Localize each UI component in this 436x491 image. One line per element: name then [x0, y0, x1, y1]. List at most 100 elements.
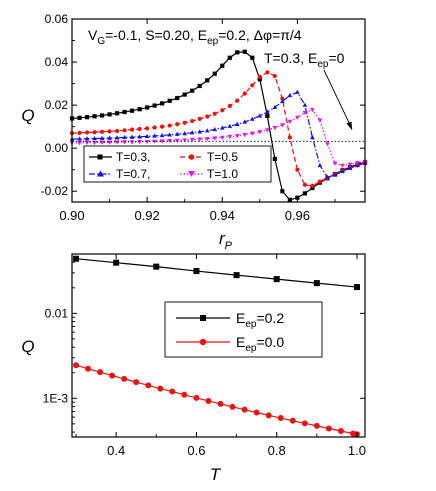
marker-circle — [229, 403, 236, 410]
series-2 — [69, 89, 368, 179]
marker-triangle-up — [340, 168, 345, 174]
y-tick-label: 1E-3 — [43, 391, 69, 405]
marker-circle — [130, 127, 135, 132]
series-line — [71, 51, 366, 201]
marker-triangle-down — [212, 136, 218, 141]
top-params-line: VG=-0.1, S=0.20, Eep=0.2, Δφ=π/4 — [88, 27, 302, 47]
marker-circle — [121, 375, 128, 382]
marker-circle — [97, 369, 104, 376]
marker-triangle-up — [295, 89, 300, 94]
legend-marker-circle — [188, 154, 195, 160]
marker-triangle-down — [197, 137, 203, 142]
marker-square — [114, 111, 120, 116]
marker-square — [235, 50, 240, 55]
marker-square — [107, 112, 112, 117]
marker-square — [310, 185, 315, 191]
top-ticks: 0.90 0.92 0.94 0.96 -0.02 0.00 0.02 0.04 0.06 — [41, 12, 365, 223]
marker-circle — [250, 83, 255, 88]
marker-triangle-up — [204, 128, 210, 133]
marker-triangle-up — [310, 134, 315, 140]
marker-triangle-down — [129, 140, 135, 145]
marker-circle — [277, 415, 284, 422]
marker-triangle-down — [355, 161, 360, 166]
marker-triangle-up — [92, 135, 97, 141]
marker-circle — [157, 385, 164, 392]
marker-square — [153, 263, 160, 270]
marker-square — [190, 88, 195, 93]
marker-circle — [317, 179, 323, 184]
marker-triangle-up — [144, 133, 150, 139]
y-tick-label: 0.04 — [45, 55, 69, 69]
x-tick-label: 0.6 — [187, 443, 205, 458]
marker-triangle-up — [257, 113, 263, 118]
marker-square — [99, 113, 105, 118]
marker-triangle-up — [137, 134, 142, 139]
marker-circle — [287, 135, 292, 140]
marker-triangle-down — [340, 163, 345, 168]
top-legend-box — [83, 145, 272, 183]
marker-square — [84, 115, 90, 120]
legend-label-t07: T=0.7, — [116, 167, 150, 181]
marker-circle — [220, 108, 225, 113]
top-legend: T=0.3, T=0.5 T=0.7, T=1.0 — [83, 145, 272, 183]
series-1 — [73, 362, 360, 438]
legend-label-t10: T=1.0 — [207, 167, 238, 181]
marker-circle — [205, 397, 212, 404]
marker-square — [152, 103, 157, 108]
marker-circle — [77, 130, 82, 135]
marker-circle — [181, 391, 188, 398]
marker-triangle-down — [159, 139, 165, 144]
marker-triangle-up — [249, 116, 255, 121]
top-plot-frame — [71, 18, 366, 203]
y-tick-label: 0.02 — [45, 98, 69, 112]
marker-triangle-up — [302, 102, 308, 107]
marker-square — [160, 101, 165, 106]
x-tick-label: 0.8 — [268, 443, 286, 458]
marker-circle — [109, 372, 116, 379]
y-tick-label: 0.06 — [45, 12, 69, 26]
series-1 — [69, 70, 368, 188]
marker-triangle-up — [287, 92, 293, 98]
marker-circle — [337, 427, 344, 434]
marker-triangle-up — [122, 134, 127, 140]
marker-triangle-up — [182, 131, 188, 136]
marker-circle — [227, 103, 232, 109]
marker-triangle-up — [242, 119, 248, 124]
y-tick-label: 0.01 — [45, 306, 69, 320]
marker-circle — [289, 417, 296, 424]
y-tick-label: 0.00 — [45, 141, 69, 155]
marker-square — [302, 191, 307, 196]
marker-triangle-up — [265, 109, 270, 114]
marker-circle — [84, 130, 90, 135]
annotation-arrow — [323, 69, 353, 130]
marker-triangle-down — [265, 128, 270, 133]
marker-triangle-up — [212, 126, 218, 132]
bottom-legend: Eep=0.2 Eep=0.0 — [164, 301, 323, 358]
legend-marker-square — [200, 315, 206, 321]
marker-circle — [265, 70, 270, 75]
marker-triangle-down — [77, 141, 82, 146]
marker-triangle-up — [84, 136, 90, 141]
marker-triangle-down — [152, 139, 157, 144]
marker-square — [77, 115, 82, 120]
marker-circle — [182, 120, 187, 125]
marker-square — [353, 284, 360, 291]
marker-circle — [217, 400, 224, 407]
top-xlabel: rP — [219, 229, 233, 252]
marker-circle — [241, 406, 248, 413]
marker-circle — [145, 382, 152, 389]
x-tick-label: 0.96 — [285, 208, 310, 223]
marker-circle — [122, 128, 127, 133]
marker-triangle-up — [317, 162, 323, 168]
marker-triangle-up — [107, 135, 112, 140]
marker-circle — [175, 122, 180, 127]
marker-circle — [301, 420, 308, 427]
legend-entry-t07: T=0.7, — [89, 167, 150, 181]
marker-square — [122, 109, 127, 115]
marker-square — [220, 63, 225, 68]
top-ylabel: Q — [21, 106, 34, 125]
marker-triangle-up — [197, 129, 203, 134]
marker-circle — [302, 182, 307, 187]
marker-square — [250, 55, 255, 60]
marker-square — [130, 108, 135, 113]
